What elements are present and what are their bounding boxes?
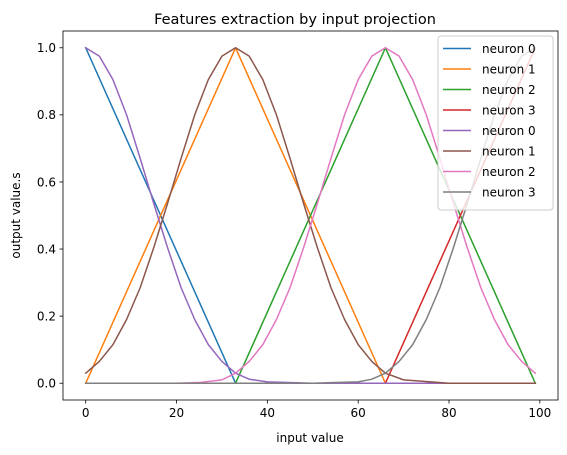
legend-label-4: neuron 0	[482, 124, 536, 138]
y-tick-label: 0.0	[37, 377, 56, 391]
axes-frame	[62, 30, 559, 401]
y-axis-label: output value.s	[9, 172, 23, 258]
x-tick-label: 0	[82, 406, 90, 420]
y-tick-label: 0.8	[37, 108, 56, 122]
y-tick-label: 1.0	[37, 41, 56, 55]
legend-label-3: neuron 3	[482, 103, 536, 117]
series-line-5	[84, 47, 537, 384]
x-axis: 0 20 40 60 80 100	[82, 400, 551, 420]
x-tick-label: 80	[441, 406, 456, 420]
legend: neuron 0 neuron 1 neuron 2 neuron 3 neuron 0…	[437, 35, 554, 211]
series-line-4	[84, 46, 537, 384]
x-tick-label: 20	[169, 406, 184, 420]
series-line-6	[84, 47, 537, 384]
chart-title: Features extraction by input projection	[154, 12, 436, 28]
x-tick-label: 100	[528, 406, 551, 420]
x-tick-label: 40	[260, 406, 275, 420]
y-axis: 0.0 0.2 0.4 0.6 0.8 1.0	[37, 41, 63, 391]
legend-label-5: neuron 1	[482, 144, 536, 158]
series-layer	[84, 46, 537, 385]
legend-label-7: neuron 3	[482, 185, 536, 199]
x-axis-label: input value	[276, 431, 343, 445]
legend-label-2: neuron 2	[482, 83, 536, 97]
legend-label-0: neuron 0	[482, 42, 536, 56]
legend-box	[437, 35, 554, 211]
legend-label-6: neuron 2	[482, 165, 536, 179]
y-tick-label: 0.2	[37, 309, 56, 323]
y-tick-label: 0.4	[37, 242, 56, 256]
x-tick-label: 60	[351, 406, 366, 420]
y-tick-label: 0.6	[37, 175, 56, 189]
legend-label-1: neuron 1	[482, 62, 536, 76]
plot-area: 0 20 40 60 80 100 0.0 0.2 0.4 0.6 0.8 1.0	[37, 30, 559, 420]
